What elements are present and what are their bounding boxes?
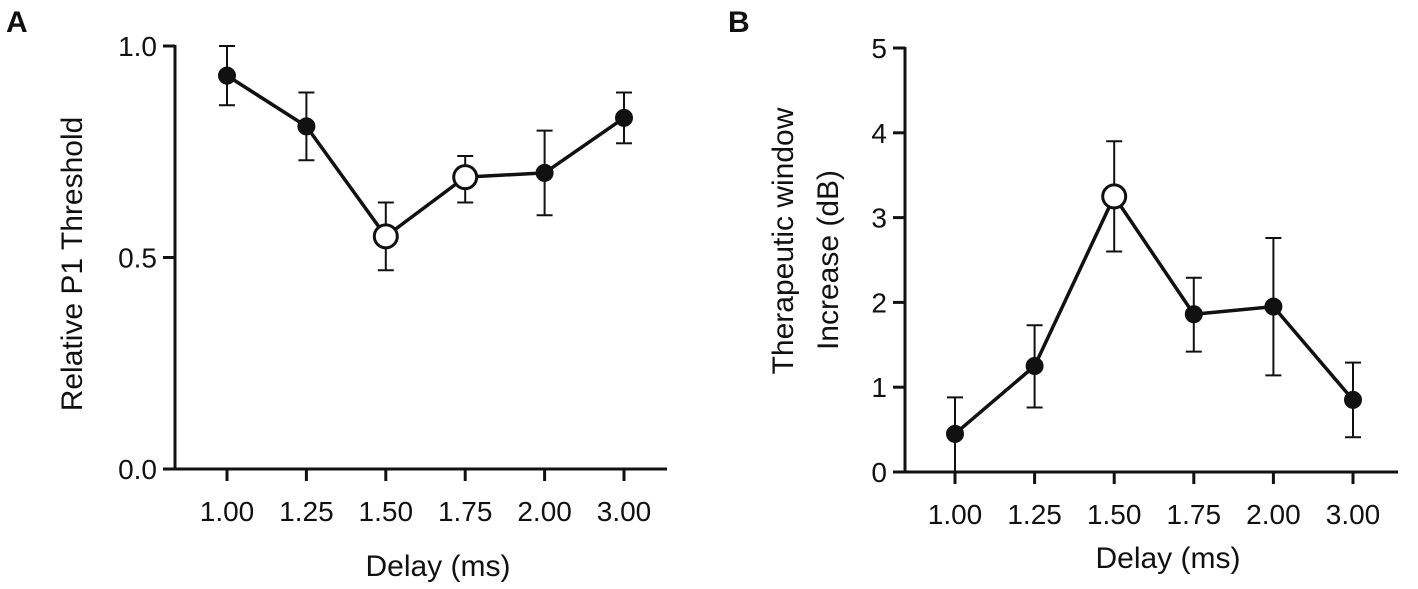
panel-b-error-bars — [947, 140, 1361, 473]
panel-b-x-ticks: 1.00 1.25 1.50 1.75 2.00 3.00 — [928, 472, 1381, 530]
b-data-point — [1184, 305, 1203, 324]
b-y-tick-label: 0 — [871, 457, 887, 488]
a-data-point — [535, 163, 554, 182]
panel-a-series-line — [226, 74, 625, 239]
a-data-point — [218, 66, 236, 85]
b-y-tick-label: 3 — [871, 203, 887, 234]
b-x-tick-label: 2.00 — [1246, 499, 1301, 530]
a-y-tick-label: 0.0 — [118, 454, 157, 485]
b-x-tick-label: 1.50 — [1087, 499, 1142, 530]
a-data-point-hollow — [372, 223, 399, 250]
b-y-tick-label: 5 — [871, 33, 887, 64]
b-x-tick-label: 1.25 — [1007, 499, 1062, 530]
b-data-point — [1025, 357, 1044, 375]
panel-b: B 0 1 2 3 4 5 1.00 1.25 1.50 1.75 2.00 3.00 Delay … — [728, 6, 1398, 575]
panel-a-y-ticks: 0.0 0.5 1.0 — [118, 31, 175, 485]
b-data-point-hollow — [1101, 183, 1128, 210]
b-x-tick-label: 1.00 — [928, 499, 983, 530]
panel-b-y-axis-title-line2: Increase (dB) — [812, 170, 845, 350]
panel-b-y-ticks: 0 1 2 3 4 5 — [871, 33, 905, 488]
a-data-point — [297, 117, 316, 136]
b-data-point — [1264, 297, 1283, 316]
a-y-tick-label: 1.0 — [118, 31, 157, 62]
panel-b-series-line — [953, 194, 1355, 436]
b-x-tick-label: 1.75 — [1167, 499, 1222, 530]
a-x-tick-label: 2.00 — [517, 496, 572, 527]
a-x-tick-label: 1.25 — [279, 496, 334, 527]
b-data-point — [1344, 390, 1362, 409]
a-x-tick-label: 1.00 — [200, 496, 255, 527]
panel-a-error-bars — [219, 45, 632, 272]
b-y-tick-label: 1 — [871, 372, 887, 403]
panel-a: A 0.0 0.5 1.0 1.00 1.25 1.50 1.75 2.00 3.00 Del… — [6, 6, 667, 583]
panel-a-x-ticks: 1.00 1.25 1.50 1.75 2.00 3.00 — [200, 469, 652, 527]
b-x-tick-label: 3.00 — [1326, 499, 1381, 530]
a-x-tick-label: 3.00 — [597, 496, 652, 527]
panel-a-data-points — [218, 66, 633, 250]
a-x-tick-label: 1.75 — [438, 496, 493, 527]
panel-a-y-axis-title: Relative P1 Threshold — [56, 117, 89, 412]
panel-a-x-axis-title: Delay (ms) — [365, 550, 510, 583]
b-data-point — [946, 424, 964, 443]
a-data-point-hollow — [452, 164, 479, 191]
panel-b-y-axis-title-line1: Therapeutic window — [767, 107, 800, 374]
a-x-tick-label: 1.50 — [359, 496, 414, 527]
b-y-tick-label: 2 — [871, 287, 887, 318]
panel-a-letter: A — [6, 6, 28, 39]
panel-b-data-points — [946, 183, 1362, 443]
a-data-point — [615, 108, 633, 127]
panel-b-letter: B — [728, 6, 750, 39]
panel-b-x-axis-title: Delay (ms) — [1095, 542, 1240, 575]
b-y-tick-label: 4 — [871, 118, 887, 149]
a-y-tick-label: 0.5 — [118, 243, 157, 274]
